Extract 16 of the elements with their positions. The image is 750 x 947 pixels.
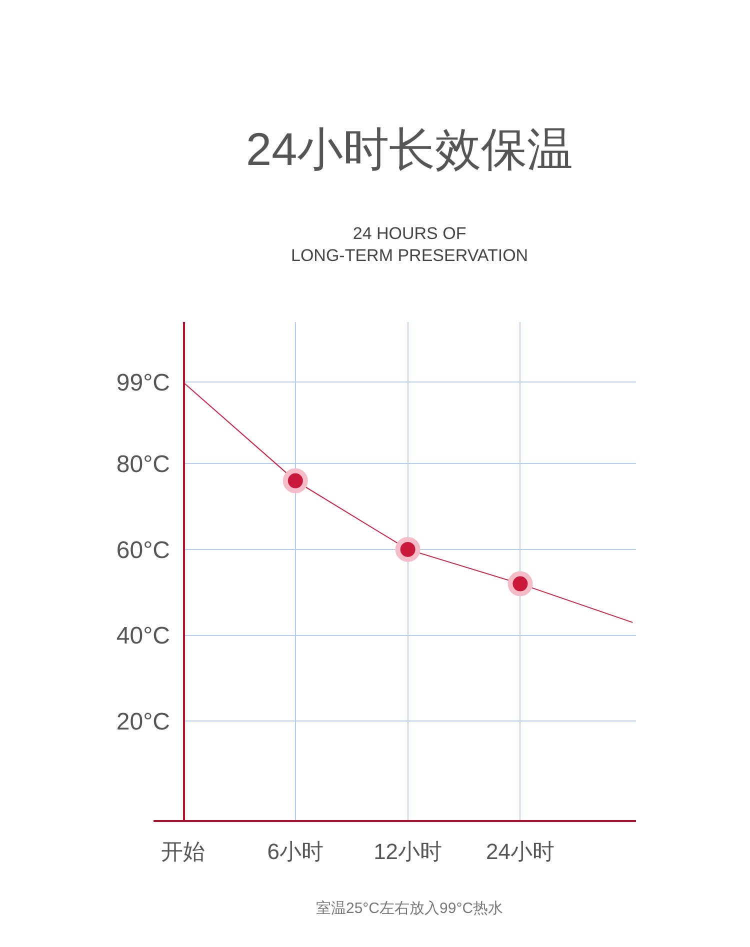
x-tick-label: 12小时 (374, 839, 442, 864)
x-tick-label: 6小时 (267, 839, 324, 864)
x-tick-label: 24小时 (486, 839, 554, 864)
y-tick-label: 20°C (116, 708, 170, 736)
chart-subtitle: 24 HOURS OF LONG-TERM PRESERVATION (291, 224, 528, 266)
point (282, 468, 308, 494)
y-tick-label: 40°C (116, 622, 170, 650)
line-series (183, 382, 634, 623)
y-tick-label: 60°C (116, 536, 170, 564)
x-tick-label: 开始 (161, 839, 205, 864)
y-tick-label: 99°C (116, 369, 170, 396)
point (395, 536, 420, 562)
text: 室温25°C左右放入99°C热水 (316, 900, 504, 917)
y-tick-label: 80°C (116, 451, 170, 478)
point (508, 571, 533, 596)
chart-title: 24小时长效保温 (246, 123, 574, 175)
